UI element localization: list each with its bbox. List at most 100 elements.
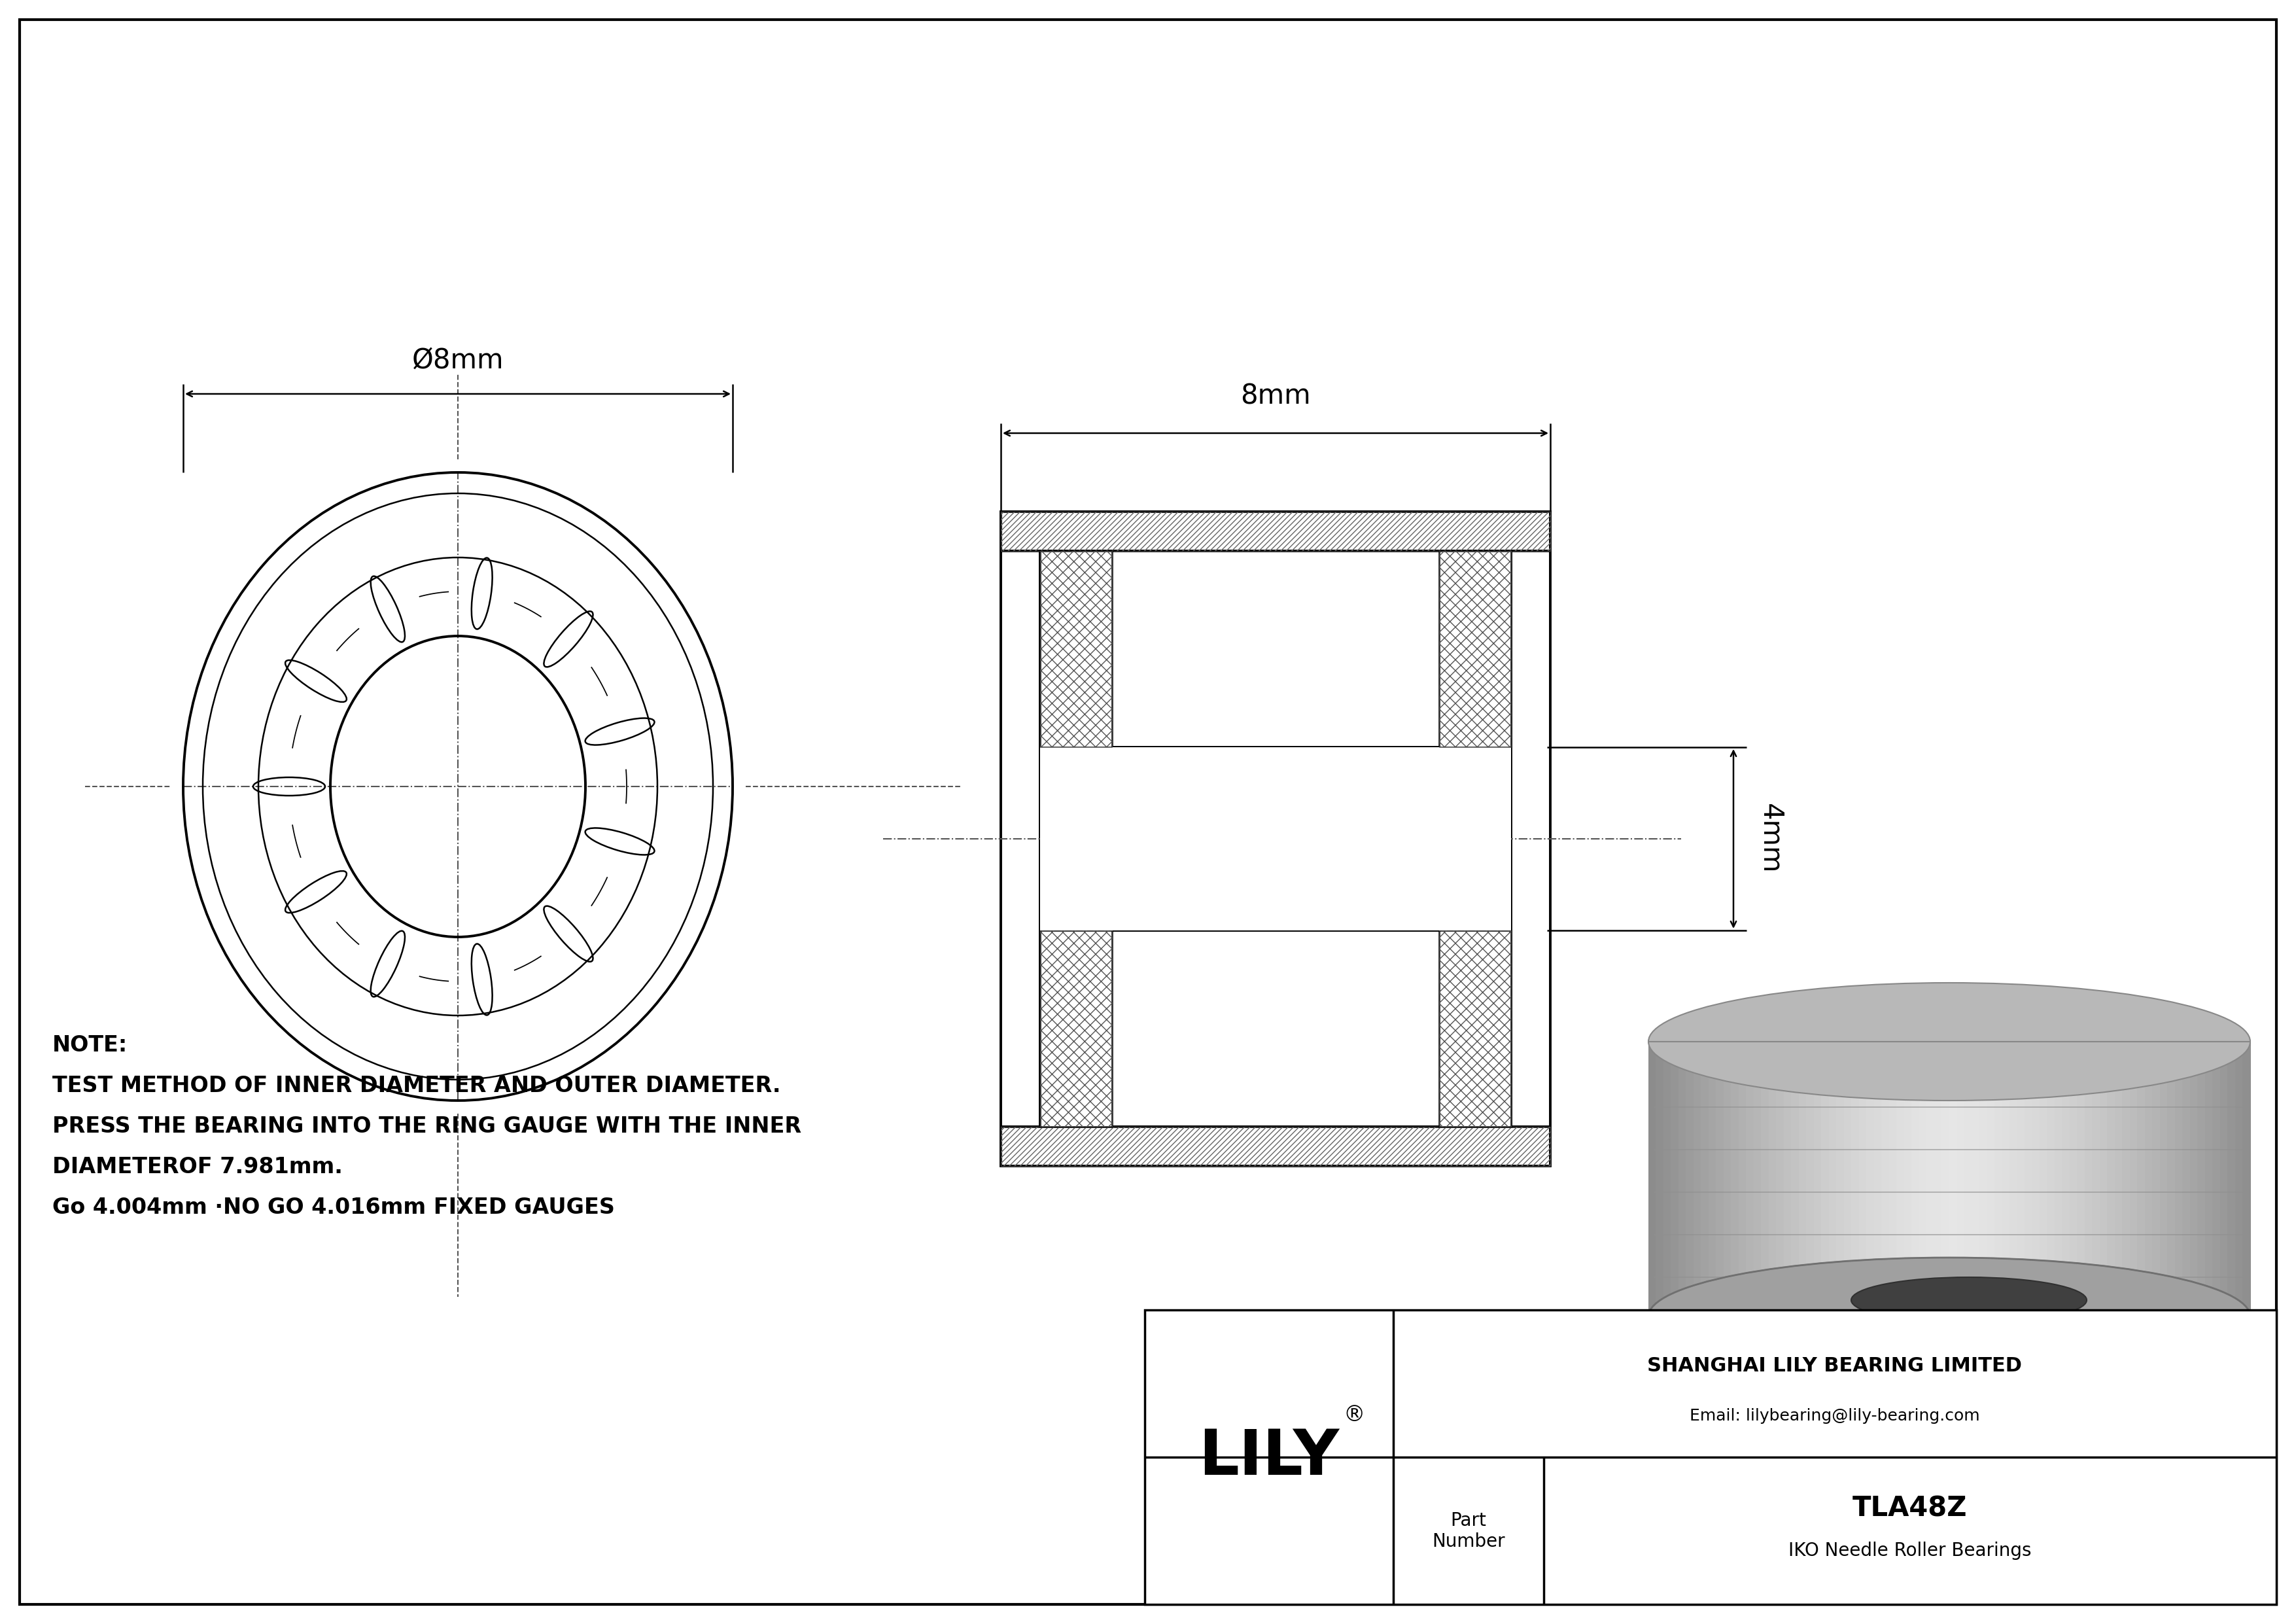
Bar — [1040, 551, 1111, 747]
Bar — [1649, 1041, 2250, 1317]
Bar — [2078, 1041, 2085, 1317]
Bar — [1926, 1041, 1936, 1317]
Bar — [1768, 1041, 1777, 1317]
Bar — [2016, 1041, 2025, 1317]
Ellipse shape — [1649, 1257, 2250, 1376]
Bar — [1860, 1041, 1867, 1317]
Bar — [2048, 1041, 2055, 1317]
Bar — [1146, 1311, 2275, 1605]
Bar — [2213, 1041, 2220, 1317]
Text: Part
Number: Part Number — [1433, 1512, 1506, 1551]
Bar — [1814, 1041, 1823, 1317]
Text: LILY: LILY — [1199, 1427, 1339, 1488]
Bar — [1903, 1041, 1913, 1317]
Bar — [2108, 1041, 2115, 1317]
Bar — [1040, 551, 1111, 747]
Bar — [1784, 1041, 1791, 1317]
Bar — [1942, 1041, 1949, 1317]
Bar — [1913, 1041, 1919, 1317]
Bar — [2204, 1041, 2213, 1317]
Bar — [1874, 1041, 1883, 1317]
Bar — [1972, 1041, 1979, 1317]
Bar — [2032, 1041, 2041, 1317]
Bar — [2039, 1041, 2048, 1317]
Bar — [1890, 1041, 1896, 1317]
Bar — [1649, 1041, 1658, 1317]
Bar — [1440, 931, 1511, 1127]
Bar — [1708, 1041, 1717, 1317]
Bar — [1995, 1041, 2002, 1317]
Bar — [1798, 1041, 1807, 1317]
Bar — [1001, 1127, 1550, 1166]
Bar — [2227, 1041, 2236, 1317]
Bar — [1821, 1041, 1830, 1317]
Bar — [1738, 1041, 1747, 1317]
Bar — [2009, 1041, 2018, 1317]
Bar — [1830, 1041, 1837, 1317]
Bar — [1671, 1041, 1678, 1317]
Bar — [1440, 551, 1511, 747]
Text: Ø8mm: Ø8mm — [411, 348, 503, 374]
Bar — [2190, 1041, 2197, 1317]
Bar — [1754, 1041, 1761, 1317]
Bar — [2085, 1041, 2094, 1317]
Text: PRESS THE BEARING INTO THE RING GAUGE WITH THE INNER: PRESS THE BEARING INTO THE RING GAUGE WI… — [53, 1116, 801, 1137]
Bar — [1949, 1041, 1958, 1317]
Bar — [1678, 1041, 1688, 1317]
Bar — [1701, 1041, 1708, 1317]
Bar — [2092, 1041, 2101, 1317]
Bar — [2183, 1041, 2190, 1317]
Bar — [1956, 1041, 1965, 1317]
Text: SHANGHAI LILY BEARING LIMITED: SHANGHAI LILY BEARING LIMITED — [1649, 1356, 2023, 1376]
Bar — [2002, 1041, 2009, 1317]
Bar — [2197, 1041, 2206, 1317]
Bar — [2151, 1041, 2161, 1317]
Bar — [1919, 1041, 1926, 1317]
Bar — [1965, 1041, 1972, 1317]
Bar — [1747, 1041, 1754, 1317]
Bar — [1777, 1041, 1784, 1317]
Bar — [1933, 1041, 1942, 1317]
Bar — [1040, 747, 1511, 931]
Bar — [1807, 1041, 1814, 1317]
Bar — [1896, 1041, 1906, 1317]
Bar — [1694, 1041, 1701, 1317]
Bar — [1665, 1041, 1671, 1317]
Bar — [2138, 1041, 2144, 1317]
Text: TLA48Z: TLA48Z — [1853, 1494, 1968, 1522]
Bar — [2161, 1041, 2167, 1317]
Text: IKO Needle Roller Bearings: IKO Needle Roller Bearings — [1789, 1541, 2032, 1561]
Bar — [2069, 1041, 2078, 1317]
Text: ®: ® — [1343, 1403, 1364, 1426]
Bar — [1685, 1041, 1694, 1317]
Bar — [2131, 1041, 2138, 1317]
Text: Email: lilybearing@lily-bearing.com: Email: lilybearing@lily-bearing.com — [1690, 1408, 1979, 1424]
Text: NOTE:: NOTE: — [53, 1034, 129, 1056]
Bar — [2243, 1041, 2250, 1317]
Bar — [2062, 1041, 2071, 1317]
Bar — [1715, 1041, 1724, 1317]
Bar — [1867, 1041, 1876, 1317]
Bar — [1040, 931, 1111, 1127]
Bar — [1883, 1041, 1890, 1317]
Text: 4mm: 4mm — [1756, 804, 1784, 874]
Bar — [1040, 931, 1111, 1127]
Ellipse shape — [1851, 1276, 2087, 1324]
Bar — [1440, 931, 1511, 1127]
Bar — [1440, 551, 1511, 747]
Bar — [2144, 1041, 2154, 1317]
Bar — [1761, 1041, 1770, 1317]
Text: 8mm: 8mm — [1240, 383, 1311, 411]
Text: Go 4.004mm ·NO GO 4.016mm FIXED GAUGES: Go 4.004mm ·NO GO 4.016mm FIXED GAUGES — [53, 1197, 615, 1218]
Bar — [1791, 1041, 1800, 1317]
Bar — [2167, 1041, 2177, 1317]
Bar — [1001, 512, 1550, 1166]
Bar — [1844, 1041, 1853, 1317]
Bar — [2101, 1041, 2108, 1317]
Text: DIAMETEROF 7.981mm.: DIAMETEROF 7.981mm. — [53, 1156, 342, 1177]
Bar — [1731, 1041, 1740, 1317]
Bar — [1979, 1041, 1988, 1317]
Bar — [1851, 1041, 1860, 1317]
Ellipse shape — [1649, 983, 2250, 1101]
Bar — [1837, 1041, 1844, 1317]
